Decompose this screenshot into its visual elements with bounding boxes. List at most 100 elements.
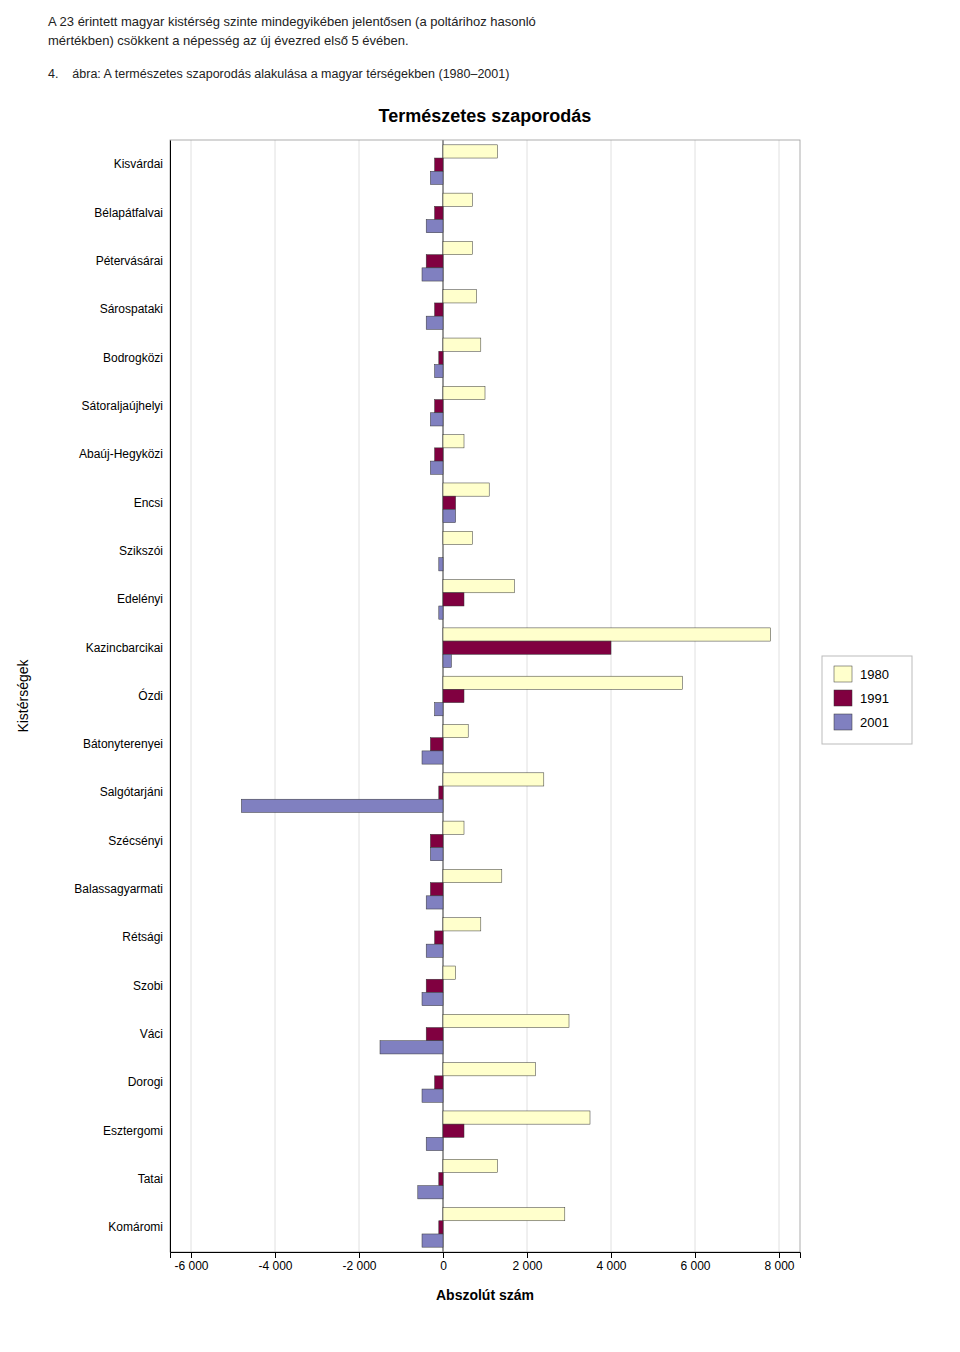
bar xyxy=(443,1111,590,1124)
bar xyxy=(443,821,464,834)
y-tick-label: Bodrogközi xyxy=(103,351,163,365)
bar xyxy=(443,531,472,544)
x-tick-mark xyxy=(191,1252,192,1258)
y-tick-label: Kazincbarcikai xyxy=(86,641,163,655)
legend-swatch xyxy=(834,690,852,706)
y-tick: Dorogi xyxy=(128,1075,163,1089)
legend-label: 1991 xyxy=(860,691,889,706)
bar xyxy=(426,1028,443,1041)
bar xyxy=(422,268,443,281)
y-tick: Tatai xyxy=(138,1172,163,1186)
bar xyxy=(443,544,444,557)
bar xyxy=(443,386,485,399)
bar xyxy=(435,931,443,944)
y-tick: Kisvárdai xyxy=(114,157,163,171)
y-tick: Komáromi xyxy=(108,1220,163,1234)
bar xyxy=(443,1014,569,1027)
y-tick: Rétsági xyxy=(122,930,163,944)
y-tick: Pétervásárai xyxy=(96,254,163,268)
bar xyxy=(443,290,477,303)
bar xyxy=(443,628,771,641)
bar xyxy=(422,1234,443,1247)
y-tick-label: Bátonyterenyei xyxy=(83,737,163,751)
x-tick: 6 000 xyxy=(680,1252,710,1273)
bar xyxy=(426,1137,443,1150)
y-tick-label: Salgótarjáni xyxy=(100,785,163,799)
bar xyxy=(443,483,489,496)
bar xyxy=(443,676,682,689)
annotation: mértékben) csökkent a népesség az új éve… xyxy=(48,33,409,48)
legend-item: 1980 xyxy=(834,666,889,682)
title: Természetes szaporodás xyxy=(379,106,592,126)
legend-item: 1991 xyxy=(834,690,889,706)
bar xyxy=(435,400,443,413)
y-tick-label: Bélapátfalvai xyxy=(94,206,163,220)
y-tick-label: Tatai xyxy=(138,1172,163,1186)
legend-item: 2001 xyxy=(834,714,889,730)
grid-line xyxy=(275,140,276,1252)
x-tick: -2 000 xyxy=(342,1252,376,1273)
bar xyxy=(435,448,443,461)
bar xyxy=(443,918,481,931)
bar xyxy=(426,979,443,992)
x-tick-label: 2 000 xyxy=(512,1259,542,1273)
bar xyxy=(435,303,443,316)
y-tick: Szikszói xyxy=(119,544,163,558)
bar xyxy=(435,364,443,377)
bar xyxy=(443,966,456,979)
bar xyxy=(439,558,443,571)
x-axis: -6 000-4 000-2 00002 0004 0006 0008 000 xyxy=(171,1252,801,1273)
y-tick: Encsi xyxy=(134,496,163,510)
bar xyxy=(426,255,443,268)
y-tick-label: Komáromi xyxy=(108,1220,163,1234)
x-tick-mark xyxy=(611,1252,612,1258)
annotation: A 23 érintett magyar kistérség szinte mi… xyxy=(48,14,536,29)
grid-line xyxy=(779,140,780,1252)
y-tick-label: Szobi xyxy=(133,979,163,993)
legend-label: 2001 xyxy=(860,715,889,730)
bar xyxy=(443,654,451,667)
bar xyxy=(443,338,481,351)
grid-line xyxy=(191,140,192,1252)
y-tick: Edelényi xyxy=(117,592,163,606)
bar xyxy=(435,1076,443,1089)
x-tick-mark xyxy=(695,1252,696,1258)
bars xyxy=(241,145,770,1247)
bar xyxy=(443,1208,565,1221)
legend: 1980 1991 2001 xyxy=(822,656,912,744)
y-tick: Bélapátfalvai xyxy=(94,206,163,220)
x-tick: 4 000 xyxy=(596,1252,626,1273)
legend-swatch xyxy=(834,714,852,730)
x-tick-label: 4 000 xyxy=(596,1259,626,1273)
chart: A 23 érintett magyar kistérség szinte mi… xyxy=(0,0,960,1352)
bar xyxy=(443,773,544,786)
grid-line xyxy=(611,140,612,1252)
y-tick: Salgótarjáni xyxy=(100,785,163,799)
x-tick-mark xyxy=(275,1252,276,1258)
bar xyxy=(443,145,498,158)
bar xyxy=(439,351,443,364)
bar xyxy=(443,689,464,702)
y-tick: Váci xyxy=(140,1027,163,1041)
bar xyxy=(443,725,468,738)
y-tick: Sárospataki xyxy=(100,302,163,316)
x-tick: 0 xyxy=(440,1252,447,1273)
bar xyxy=(426,944,443,957)
bar xyxy=(443,580,514,593)
y-tick: Bátonyterenyei xyxy=(83,737,163,751)
legend-box xyxy=(822,656,912,744)
bar xyxy=(430,848,443,861)
bar xyxy=(380,1041,443,1054)
x-tick-label: 6 000 xyxy=(680,1259,710,1273)
x-tick-label: 0 xyxy=(440,1259,447,1273)
y-tick-label: Kisvárdai xyxy=(114,157,163,171)
y-axis-line xyxy=(170,141,171,1253)
y-tick-label: Ózdi xyxy=(138,688,163,703)
y-tick: Kazincbarcikai xyxy=(86,641,163,655)
bar xyxy=(430,834,443,847)
plot-frame xyxy=(170,140,800,1252)
x-tick-mark xyxy=(443,1252,444,1258)
y-tick-label: Pétervásárai xyxy=(96,254,163,268)
bar xyxy=(443,509,456,522)
bar xyxy=(430,883,443,896)
